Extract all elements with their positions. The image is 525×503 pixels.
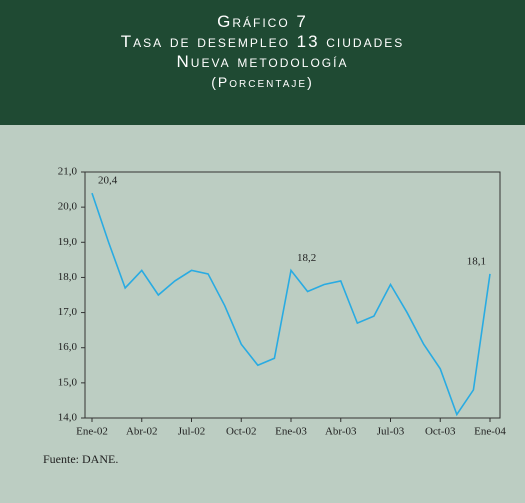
x-tick-label: Jul-02 — [178, 426, 206, 438]
y-tick-label: 19,0 — [58, 236, 78, 248]
x-tick-label: Oct-02 — [226, 426, 257, 438]
y-tick-label: 20,0 — [58, 201, 78, 213]
x-tick-label: Abr-02 — [126, 426, 158, 438]
title-line: Gráfico 7 — [217, 12, 308, 31]
x-tick-label: Ene-02 — [76, 426, 108, 438]
chart: 14,0 15,0 16,0 17,0 18,0 19,0 20,0 21,0 Ene-02 Ab… — [58, 166, 507, 438]
x-tick-label: Ene-03 — [275, 426, 307, 438]
header: Gráfico 7 Tasa de desempleo 13 ciudades … — [0, 0, 525, 125]
plot-area — [84, 171, 501, 419]
y-tick-label: 14,0 — [58, 412, 78, 424]
title-line: Tasa de desempleo 13 ciudades — [120, 32, 405, 51]
y-tick-label: 15,0 — [58, 376, 78, 388]
y-tick-label: 17,0 — [58, 306, 78, 318]
x-tick-label: Abr-03 — [325, 426, 357, 438]
line — [91, 192, 491, 417]
data-label: 18,1 — [467, 255, 486, 267]
y-tick-label: 16,0 — [58, 341, 78, 353]
data-label: 20,4 — [98, 175, 118, 187]
data-label: 18,2 — [297, 252, 316, 264]
x-tick-label: Oct-03 — [425, 426, 456, 438]
y-tick-label: 21,0 — [58, 166, 78, 178]
title-line: Nueva metodología — [176, 52, 349, 71]
title-line: (Porcentaje) — [211, 74, 314, 90]
x-tick-label: Ene-04 — [474, 426, 506, 438]
source: Fuente: DANE. — [43, 452, 119, 466]
x-tick-label: Jul-03 — [377, 426, 405, 438]
y-tick-label: 18,0 — [58, 271, 78, 283]
